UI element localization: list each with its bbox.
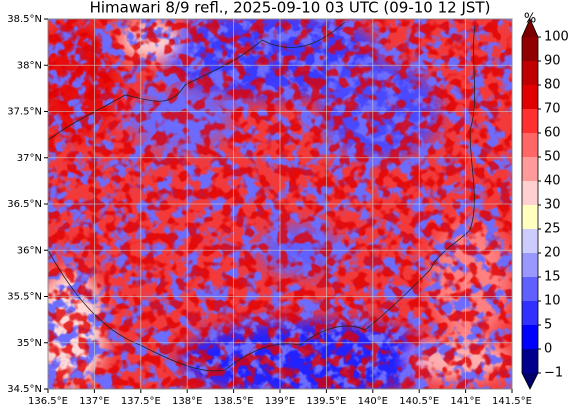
x-tick-label: 141°E xyxy=(450,396,480,407)
colorbar-segment xyxy=(522,301,538,325)
colorbar-segment xyxy=(522,109,538,133)
y-tick-label: 36°N xyxy=(17,245,42,256)
y-tick-label: 36.5°N xyxy=(7,199,42,210)
colorbar-segment xyxy=(522,277,538,301)
x-tick-label: 141.5°E xyxy=(492,396,532,407)
colorbar-label: 60 xyxy=(544,126,561,141)
x-tick-label: 139°E xyxy=(265,396,295,407)
colorbar-label: 25 xyxy=(544,222,561,237)
colorbar-label: 50 xyxy=(544,150,561,165)
colorbar-segment xyxy=(522,85,538,109)
x-tick-label: 140°E xyxy=(358,396,388,407)
colorbar-segment xyxy=(522,253,538,277)
colorbar-label: 20 xyxy=(544,246,561,261)
colorbar-segment xyxy=(522,229,538,253)
x-tick-label: 136.5°E xyxy=(28,396,68,407)
y-tick-label: 35°N xyxy=(17,338,42,349)
colorbar-segment xyxy=(522,133,538,157)
map-title: Himawari 8/9 refl., 2025-09-10 03 UTC (0… xyxy=(90,0,491,17)
colorbar-label: 100 xyxy=(544,30,569,45)
x-tick-label: 137°E xyxy=(79,396,109,407)
colorbar-label: 80 xyxy=(544,78,561,93)
colorbar-extend-under xyxy=(522,373,538,389)
colorbar-segment xyxy=(522,61,538,85)
x-tick-label: 139.5°E xyxy=(306,396,346,407)
colorbar-label: 70 xyxy=(544,102,561,117)
colorbar-segment xyxy=(522,37,538,61)
y-tick-label: 37.5°N xyxy=(7,107,42,118)
colorbar-label: 90 xyxy=(544,54,561,69)
x-tick-label: 138.5°E xyxy=(214,396,254,407)
y-tick-label: 38°N xyxy=(17,60,42,71)
colorbar-segment xyxy=(522,349,538,373)
x-tick-label: 138°E xyxy=(172,396,202,407)
colorbar-label: 15 xyxy=(544,270,561,285)
colorbar-label: −1 xyxy=(544,366,563,381)
colorbar-segment xyxy=(522,157,538,181)
colorbar-segment xyxy=(522,181,538,205)
colorbar-segment xyxy=(522,325,538,349)
colorbar-label: 5 xyxy=(544,318,552,333)
y-tick-label: 34.5°N xyxy=(7,384,42,395)
colorbar-label: 30 xyxy=(544,198,561,213)
y-tick-label: 35.5°N xyxy=(7,292,42,303)
reflectance-image xyxy=(48,19,512,389)
colorbar-segment xyxy=(522,205,538,229)
x-tick-label: 137.5°E xyxy=(121,396,161,407)
colorbar-label: 0 xyxy=(544,342,552,357)
x-tick-label: 140.5°E xyxy=(399,396,439,407)
colorbar-label: 10 xyxy=(544,294,561,309)
colorbar-extend-over xyxy=(522,19,538,37)
y-tick-label: 38.5°N xyxy=(7,14,42,25)
colorbar-label: 40 xyxy=(544,174,561,189)
y-tick-label: 37°N xyxy=(17,153,42,164)
